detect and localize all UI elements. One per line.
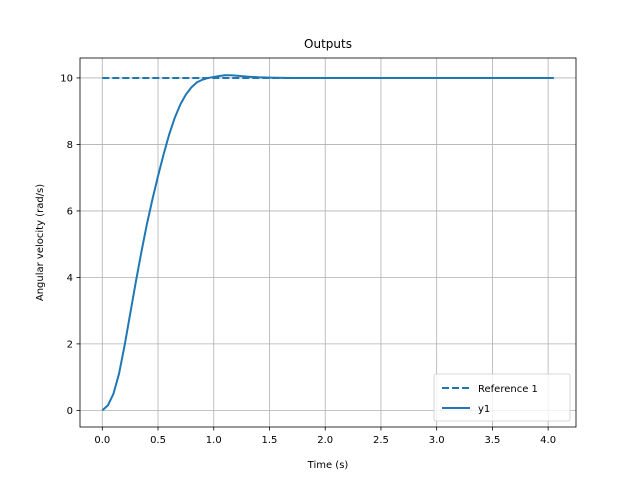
series-line-y1: [101, 74, 554, 412]
x-tick-label: 0.0: [94, 435, 110, 446]
x-tick-label: 3.0: [429, 435, 445, 446]
legend: Reference 1 y1: [433, 373, 571, 422]
legend-box: [433, 373, 571, 422]
x-tick-label: 2.0: [317, 435, 333, 446]
x-tick-label: 3.5: [484, 435, 500, 446]
legend-entry-label: y1: [478, 404, 490, 415]
y-tick-label: 2: [67, 339, 73, 350]
x-tick-label: 1.5: [262, 435, 278, 446]
chart-title: Outputs: [304, 37, 352, 51]
y-tick-label: 0: [67, 406, 73, 417]
ticks: 0.0 0.5 1.0 1.5 2.0 2.5 3.0 3.5 4.0 0 2 4 6 8 10: [60, 73, 556, 446]
y-tick-label: 10: [60, 73, 73, 84]
x-axis-label: Time (s): [307, 460, 349, 471]
x-tick-label: 2.5: [373, 435, 389, 446]
series-layer: [101, 74, 554, 412]
y-axis-label: Angular velocity (rad/s): [35, 184, 46, 301]
plot-frame: [79, 57, 577, 428]
legend-entry-label: Reference 1: [478, 384, 538, 395]
x-tick-label: 1.0: [206, 435, 222, 446]
y-tick-label: 6: [67, 206, 73, 217]
x-tick-label: 0.5: [150, 435, 166, 446]
x-tick-label: 4.0: [540, 435, 556, 446]
y-tick-label: 4: [67, 273, 73, 284]
y-tick-label: 8: [67, 140, 73, 151]
